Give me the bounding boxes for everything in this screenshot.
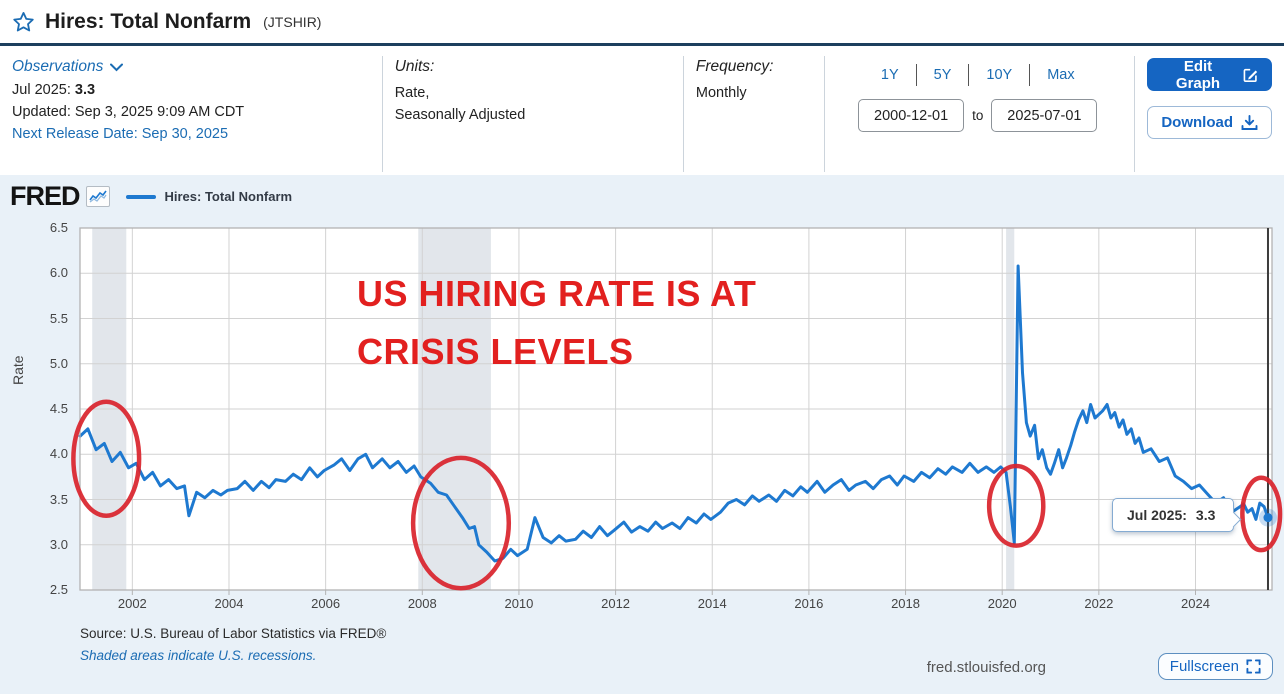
plot-border — [79, 227, 1273, 591]
x-axis-tick-label: 2018 — [891, 596, 920, 611]
tooltip-date: Jul 2025: — [1126, 506, 1187, 523]
annotation-text-line2: CRISIS LEVELS — [357, 331, 634, 372]
y-axis-tick-label: 5.5 — [49, 310, 68, 326]
date-from-input[interactable] — [858, 99, 965, 132]
title-row: Hires: Total Nonfarm (JTSHIR) — [0, 0, 1284, 46]
units-column: Units: Rate, Seasonally Adjusted — [381, 56, 683, 172]
page-title: Hires: Total Nonfarm — [45, 9, 252, 33]
actions-column: Edit Graph Download — [1134, 56, 1284, 172]
series-id: (JTSHIR) — [263, 13, 322, 30]
observations-dropdown-label: Observations — [12, 58, 104, 75]
date-to-input[interactable] — [991, 99, 1098, 132]
x-axis-tick-label: 2010 — [504, 596, 534, 611]
annotation-ellipse — [986, 463, 1046, 548]
y-axis-tick-label: 6.5 — [49, 220, 68, 235]
y-axis-tick-label: 5.0 — [49, 355, 68, 371]
annotation-ellipse — [71, 399, 142, 519]
frequency-column: Frequency: Monthly — [682, 56, 824, 172]
y-axis-tick-label: 3.0 — [49, 536, 68, 552]
series-meta-bar: Observations Jul 2025: 3.3 Updated: Sep … — [0, 46, 1284, 172]
fullscreen-button[interactable]: Fullscreen — [1157, 653, 1273, 680]
y-axis-tick-label: 4.5 — [49, 401, 68, 416]
observations-dropdown[interactable]: Observations — [12, 58, 124, 76]
x-axis-tick-label: 2016 — [794, 596, 824, 611]
x-axis-tick-label: 2024 — [1181, 596, 1210, 611]
units-value-line1: Rate, — [394, 85, 430, 101]
updated-timestamp: Updated: Sep 3, 2025 9:09 AM CDT — [12, 104, 245, 120]
series-line — [78, 264, 1270, 563]
fred-chart-icon — [85, 186, 110, 207]
annotation-text-line1: US HIRING RATE IS AT — [357, 273, 757, 314]
frequency-label: Frequency: — [695, 58, 774, 75]
annotation-ellipse — [1240, 475, 1283, 553]
x-axis-tick-label: 2022 — [1084, 596, 1114, 611]
y-axis-tick-label: 3.5 — [49, 491, 68, 507]
y-axis-tick-label: 6.0 — [49, 265, 68, 281]
chart-brand-row: FRED Hires: Total Nonfarm — [10, 181, 292, 212]
edit-graph-label: Edit Graph — [1175, 57, 1221, 92]
y-axis-tick-label: 2.5 — [49, 582, 68, 597]
latest-observation-value: 3.3 — [74, 82, 96, 98]
download-icon — [1241, 114, 1258, 130]
plot-area[interactable] — [71, 227, 1283, 595]
x-axis-tick-label: 2002 — [117, 596, 147, 611]
range-selector: 1Y 5Y 10Y Max — [837, 64, 1118, 86]
range-separator — [915, 64, 917, 86]
legend-line-swatch — [125, 194, 156, 199]
units-value-line2: Seasonally Adjusted — [394, 107, 526, 124]
x-axis-tick-label: 2012 — [601, 596, 631, 611]
observations-column: Observations Jul 2025: 3.3 Updated: Sep … — [0, 56, 382, 172]
x-axis-tick-label: 2008 — [407, 596, 437, 611]
frequency-value: Monthly — [695, 85, 747, 101]
download-button[interactable]: Download — [1147, 106, 1272, 139]
range-max-link[interactable]: Max — [1047, 67, 1075, 83]
source-attribution: Source: U.S. Bureau of Labor Statistics … — [80, 626, 387, 641]
chevron-down-icon — [110, 63, 124, 71]
annotation-ellipse — [410, 455, 512, 591]
range-10y-link[interactable]: 10Y — [986, 67, 1013, 83]
fullscreen-expand-icon — [1246, 659, 1261, 674]
latest-observation: Jul 2025: 3.3 — [12, 82, 366, 98]
range-column: 1Y 5Y 10Y Max to — [824, 56, 1134, 172]
y-axis-tick-label: 4.0 — [49, 446, 68, 462]
tooltip-value: 3.3 — [1195, 506, 1216, 523]
date-range-inputs: to — [837, 99, 1118, 132]
range-separator — [1029, 64, 1031, 86]
last-point-marker — [1263, 513, 1273, 523]
x-axis-tick-label: 2006 — [311, 596, 341, 611]
recession-note-link[interactable]: Shaded areas indicate U.S. recessions. — [80, 648, 317, 663]
download-label: Download — [1161, 114, 1233, 131]
site-watermark: fred.stlouisfed.org — [926, 659, 1046, 676]
legend-series-label: Hires: Total Nonfarm — [164, 189, 293, 204]
range-5y-link[interactable]: 5Y — [933, 67, 952, 83]
x-axis-tick-label: 2020 — [987, 596, 1017, 611]
chart-section: FRED Hires: Total Nonfarm Rate US HIRING… — [0, 175, 1284, 694]
edit-graph-button[interactable]: Edit Graph — [1147, 57, 1272, 92]
units-label: Units: — [394, 58, 435, 75]
range-separator — [968, 64, 970, 86]
latest-observation-date: Jul 2025: — [12, 82, 71, 98]
range-1y-link[interactable]: 1Y — [880, 67, 899, 83]
fred-logo: FRED — [10, 181, 80, 211]
date-range-to-label: to — [972, 108, 984, 123]
edit-pencil-icon — [1243, 68, 1257, 82]
x-axis-tick-label: 2004 — [214, 596, 244, 611]
favorite-star-icon[interactable] — [12, 11, 35, 33]
fullscreen-label: Fullscreen — [1169, 658, 1239, 675]
x-axis-tick-label: 2014 — [697, 596, 727, 611]
next-release-link[interactable]: Next Release Date: Sep 30, 2025 — [12, 126, 229, 142]
data-tooltip: Jul 2025: 3.3 — [1111, 497, 1234, 532]
